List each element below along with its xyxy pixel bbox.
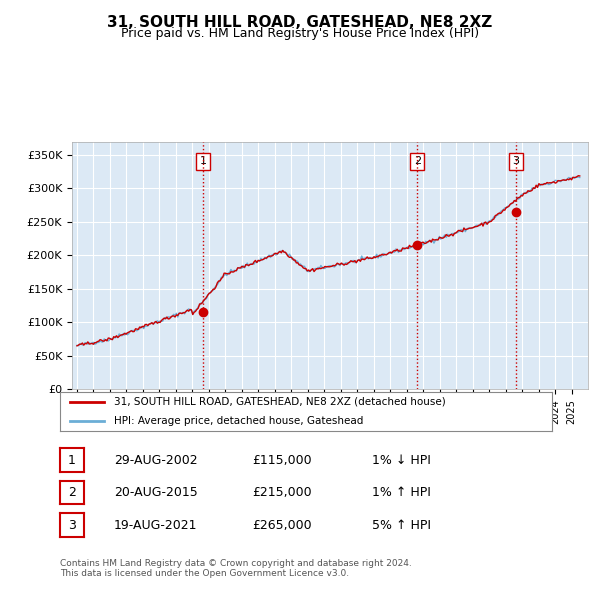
Text: 20-AUG-2015: 20-AUG-2015 [114,486,198,499]
Text: 5% ↑ HPI: 5% ↑ HPI [372,519,431,532]
Text: 19-AUG-2021: 19-AUG-2021 [114,519,197,532]
Text: 3: 3 [512,156,520,166]
Text: 1% ↑ HPI: 1% ↑ HPI [372,486,431,499]
Text: Price paid vs. HM Land Registry's House Price Index (HPI): Price paid vs. HM Land Registry's House … [121,27,479,40]
Text: 2: 2 [413,156,421,166]
Text: 1: 1 [68,454,76,467]
Text: £215,000: £215,000 [252,486,311,499]
Text: £115,000: £115,000 [252,454,311,467]
Text: 31, SOUTH HILL ROAD, GATESHEAD, NE8 2XZ (detached house): 31, SOUTH HILL ROAD, GATESHEAD, NE8 2XZ … [114,397,446,407]
Text: 31, SOUTH HILL ROAD, GATESHEAD, NE8 2XZ: 31, SOUTH HILL ROAD, GATESHEAD, NE8 2XZ [107,15,493,30]
Text: 1: 1 [200,156,207,166]
Text: 3: 3 [68,519,76,532]
Text: HPI: Average price, detached house, Gateshead: HPI: Average price, detached house, Gate… [114,416,364,426]
Text: Contains HM Land Registry data © Crown copyright and database right 2024.
This d: Contains HM Land Registry data © Crown c… [60,559,412,578]
Text: £265,000: £265,000 [252,519,311,532]
Text: 2: 2 [68,486,76,499]
Text: 29-AUG-2002: 29-AUG-2002 [114,454,197,467]
Text: 1% ↓ HPI: 1% ↓ HPI [372,454,431,467]
